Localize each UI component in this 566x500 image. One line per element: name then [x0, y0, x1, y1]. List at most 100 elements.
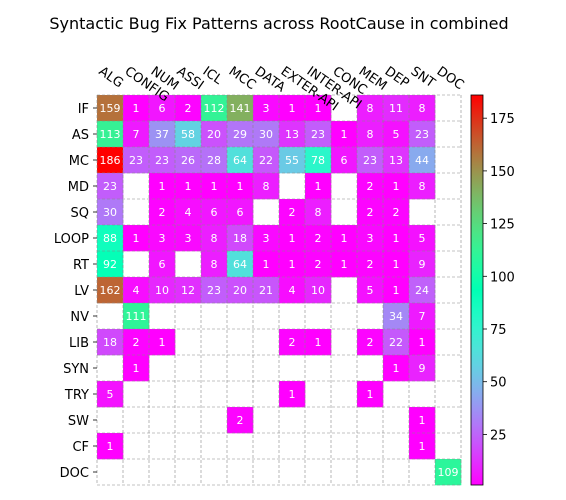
y-tick-label: SYN — [63, 362, 89, 377]
cell-value-label: 7 — [419, 310, 426, 323]
heatmap-cell — [123, 355, 150, 382]
heatmap-cell — [97, 121, 124, 148]
heatmap-cell — [357, 251, 384, 278]
heatmap-cell — [305, 173, 332, 200]
colorbar-gradient — [470, 94, 484, 486]
heatmap-cell — [97, 147, 124, 174]
heatmap-cell — [97, 251, 124, 278]
heatmap-cell — [97, 433, 124, 460]
cell-value-label: 1 — [289, 258, 296, 271]
cell-value-label: 58 — [181, 128, 195, 141]
y-tick-label: SW — [68, 414, 89, 429]
cell-value-label: 1 — [237, 180, 244, 193]
cell-value-label: 159 — [100, 102, 121, 115]
y-tick-label: DOC — [60, 466, 89, 481]
heatmap-cell — [383, 329, 410, 356]
cell-value-label: 20 — [207, 128, 221, 141]
heatmap-cell — [175, 147, 202, 174]
cell-value-label: 18 — [103, 336, 117, 349]
heatmap-cell — [279, 277, 306, 304]
cell-value-label: 26 — [181, 154, 195, 167]
cell-value-label: 8 — [211, 258, 218, 271]
cell-value-label: 1 — [393, 258, 400, 271]
heatmap-cell — [357, 277, 384, 304]
heatmap-cell — [201, 251, 228, 278]
cell-value-label: 6 — [341, 154, 348, 167]
cell-value-label: 8 — [211, 232, 218, 245]
colorbar-tick-label: 50 — [490, 376, 507, 391]
cell-value-label: 44 — [415, 154, 429, 167]
cell-value-label: 2 — [315, 232, 322, 245]
cell-value-label: 162 — [100, 284, 121, 297]
heatmap-cell — [253, 251, 280, 278]
heatmap-cell — [305, 225, 332, 252]
heatmap-cell — [175, 173, 202, 200]
heatmap-cell — [409, 147, 436, 174]
cell-value-label: 1 — [289, 388, 296, 401]
colorbar-tick-label: 100 — [490, 270, 515, 285]
heatmap-cell — [357, 199, 384, 226]
heatmap-cell — [149, 173, 176, 200]
cell-value-label: 141 — [230, 102, 251, 115]
heatmap-cell — [357, 121, 384, 148]
heatmap-cell — [149, 277, 176, 304]
cell-value-label: 24 — [415, 284, 429, 297]
heatmap-cell — [305, 329, 332, 356]
x-tick-label: DEP — [382, 64, 412, 91]
cell-value-label: 7 — [133, 128, 140, 141]
heatmap-cell — [279, 147, 306, 174]
cell-value-label: 1 — [289, 232, 296, 245]
cell-value-label: 1 — [315, 102, 322, 115]
cell-value-label: 34 — [389, 310, 403, 323]
cell-value-label: 1 — [107, 440, 114, 453]
x-tick-label: SNT — [408, 64, 438, 91]
cell-value-label: 1 — [211, 180, 218, 193]
cell-value-label: 1 — [393, 362, 400, 375]
heatmap-cell — [227, 407, 254, 434]
heatmap-cell — [123, 277, 150, 304]
heatmap-cell — [409, 355, 436, 382]
cell-value-label: 23 — [129, 154, 143, 167]
heatmap-cell — [149, 121, 176, 148]
cell-value-label: 10 — [311, 284, 325, 297]
heatmap-cell — [97, 381, 124, 408]
cell-value-label: 113 — [100, 128, 121, 141]
heatmap-cell — [383, 303, 410, 330]
x-tick-label: ICL — [200, 64, 226, 88]
heatmap-cell — [175, 95, 202, 122]
colorbar-tick-label: 175 — [490, 112, 515, 127]
y-tick-label: IF — [78, 102, 89, 117]
cell-value-label: 3 — [159, 232, 166, 245]
cell-value-label: 2 — [367, 258, 374, 271]
heatmap-cell — [409, 407, 436, 434]
cell-value-label: 30 — [103, 206, 117, 219]
cell-value-label: 55 — [285, 154, 299, 167]
heatmap-cell — [305, 147, 332, 174]
heatmap-cell — [227, 95, 254, 122]
heatmap-cell — [305, 251, 332, 278]
cell-value-label: 8 — [263, 180, 270, 193]
chart-title: Syntactic Bug Fix Patterns across RootCa… — [49, 14, 508, 33]
cell-value-label: 1 — [133, 232, 140, 245]
cell-value-label: 2 — [237, 414, 244, 427]
x-tick-label: MCC — [226, 64, 259, 93]
cell-value-label: 2 — [133, 336, 140, 349]
cell-value-label: 1 — [315, 180, 322, 193]
y-tick-label: AS — [72, 128, 89, 143]
cell-value-label: 64 — [233, 258, 247, 271]
cell-value-label: 12 — [181, 284, 195, 297]
heatmap-cell — [305, 121, 332, 148]
cell-value-label: 1 — [289, 102, 296, 115]
heatmap-cell — [409, 277, 436, 304]
cell-value-label: 1 — [159, 180, 166, 193]
cell-value-label: 8 — [367, 128, 374, 141]
cell-value-label: 9 — [419, 362, 426, 375]
heatmap-cell — [409, 329, 436, 356]
cell-value-label: 1 — [159, 336, 166, 349]
cell-value-label: 1 — [263, 258, 270, 271]
cell-value-label: 5 — [107, 388, 114, 401]
heatmap-cell — [409, 303, 436, 330]
cell-value-label: 37 — [155, 128, 169, 141]
heatmap-cell — [279, 225, 306, 252]
heatmap-cell — [253, 225, 280, 252]
